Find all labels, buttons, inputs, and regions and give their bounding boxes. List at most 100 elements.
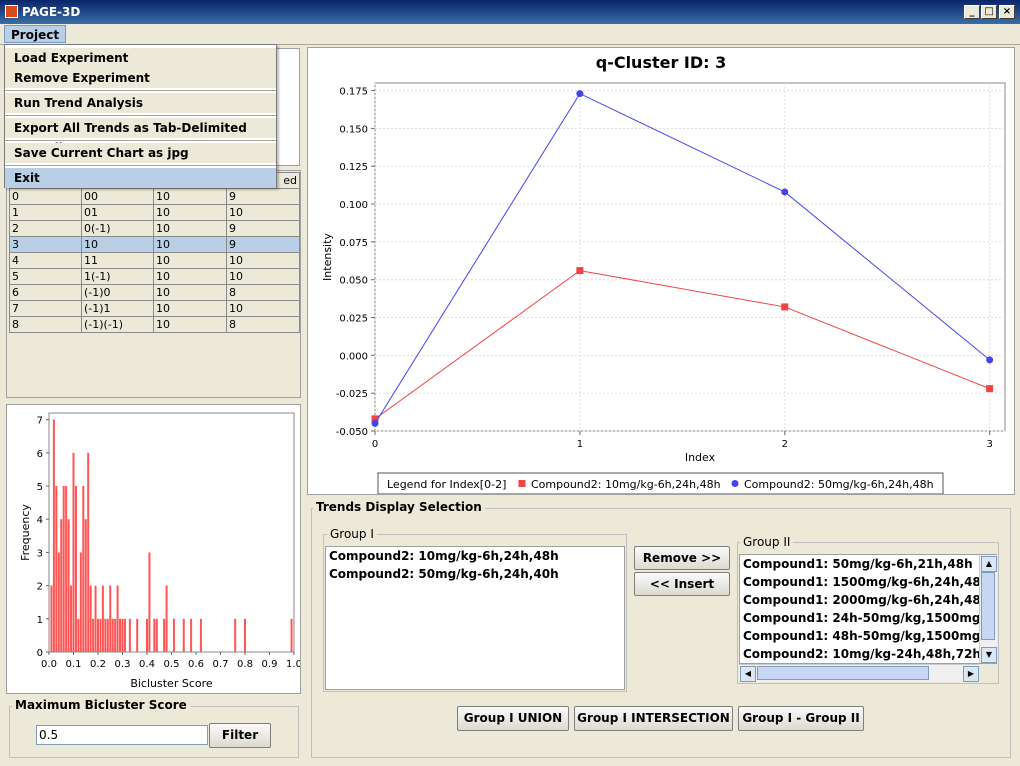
- hist-bar: [128, 618, 131, 652]
- java-app-icon: [5, 5, 18, 18]
- hist-x-tick-label: 0.6: [188, 659, 204, 670]
- minimize-button[interactable]: _: [964, 5, 980, 19]
- hist-bar: [146, 618, 148, 652]
- hist-y-tick-label: 5: [37, 482, 43, 493]
- hist-bar: [199, 618, 202, 652]
- data-point: [781, 303, 789, 311]
- group-union-button[interactable]: Group I UNION: [457, 706, 569, 731]
- table-cell: 10: [153, 236, 227, 253]
- hist-bar: [55, 486, 58, 652]
- legend-title: Legend for Index[0-2]: [387, 478, 506, 491]
- table-row[interactable]: 8 (-1)(-1) 10 8: [9, 316, 300, 333]
- hist-bar: [165, 585, 168, 652]
- menu-project[interactable]: Project: [4, 25, 67, 43]
- table-cell: 10: [153, 188, 227, 205]
- table-cell: 10: [153, 284, 227, 301]
- hist-bar: [60, 519, 63, 652]
- list-item[interactable]: Compound1: 48h-50mg/kg,1500mg/kg,200: [743, 629, 996, 643]
- menu-item-load-experiment[interactable]: Load Experiment: [5, 48, 276, 68]
- group2-hscrollbar[interactable]: ◀ ▶: [739, 664, 979, 682]
- line-chart-panel: q-Cluster ID: 3 -0.050 -0.025 0.000 0.025 0.0…: [307, 47, 1015, 495]
- table-row[interactable]: 7 (-1)1 10 10: [9, 300, 300, 317]
- table-row[interactable]: 0 00 10 9: [9, 188, 300, 205]
- hist-bar: [123, 618, 126, 652]
- trends-panel: Trends Display Selection Group I Compoun…: [307, 500, 1015, 762]
- data-point: [576, 90, 584, 98]
- table-cell: 01: [81, 204, 154, 221]
- histogram-panel: 0 1 2 3 4 5 6 7 0.0 0.1 0.2 0.3 0.4 0.5 0.6 0.7 0.8 0.9 1.…: [6, 404, 302, 694]
- remove-button[interactable]: Remove >>: [634, 546, 730, 570]
- menu-item-remove-experiment[interactable]: Remove Experiment: [5, 68, 276, 88]
- group2-vscrollbar[interactable]: ▲ ▼: [979, 555, 997, 663]
- hist-bar: [82, 486, 85, 652]
- filter-title: Maximum Bicluster Score: [12, 698, 190, 712]
- hist-x-tick-label: 0.4: [139, 659, 155, 670]
- hist-x-tick-label: 0.7: [213, 659, 229, 670]
- menu-separator: [5, 140, 276, 142]
- hist-x-tick-label: 0.5: [164, 659, 180, 670]
- scroll-right-arrow-icon[interactable]: ▶: [963, 666, 979, 682]
- hist-bar: [104, 618, 107, 652]
- list-item[interactable]: Compound2: 10mg/kg-24h,48h,72h: [743, 647, 981, 661]
- table-cell: 10: [226, 204, 300, 221]
- scroll-thumb[interactable]: [981, 572, 995, 640]
- group-difference-button[interactable]: Group I - Group II: [738, 706, 864, 731]
- hist-bar: [77, 618, 80, 652]
- legend-marker: [518, 480, 526, 487]
- menu-item-exit[interactable]: Exit: [5, 168, 276, 188]
- list-item[interactable]: Compound1: 1500mg/kg-6h,24h,48h: [743, 575, 990, 589]
- maximize-button[interactable]: □: [981, 5, 997, 19]
- hist-bar: [121, 618, 124, 652]
- list-item[interactable]: Compound2: 50mg/kg-6h,24h,40h: [329, 567, 559, 581]
- table-row[interactable]: 6 (-1)0 10 8: [9, 284, 300, 301]
- hscroll-thumb[interactable]: [757, 666, 929, 680]
- legend-entry: Compound2: 50mg/kg-6h,24h,48h: [744, 478, 934, 491]
- list-item[interactable]: Compound1: 50mg/kg-6h,21h,48h: [743, 557, 973, 571]
- table-cell: 0: [9, 188, 82, 205]
- hist-x-tick-label: 0.8: [237, 659, 253, 670]
- hist-bar: [70, 585, 73, 652]
- list-item[interactable]: Compound1: 2000mg/kg-6h,24h,48h: [743, 593, 990, 607]
- table-row[interactable]: 2 0(-1) 10 9: [9, 220, 300, 237]
- hist-bar: [65, 486, 68, 652]
- list-item[interactable]: Compound2: 10mg/kg-6h,24h,48h: [329, 549, 559, 563]
- histogram-chart: 0 1 2 3 4 5 6 7 0.0 0.1 0.2 0.3 0.4 0.5 0.6 0.7 0.8 0.9 1.…: [19, 412, 302, 690]
- hist-bar: [190, 618, 193, 652]
- hist-x-tick-label: 1.0: [286, 659, 300, 670]
- scroll-up-arrow-icon[interactable]: ▲: [981, 556, 997, 572]
- table-cell: 0(-1): [81, 220, 154, 237]
- group1-list[interactable]: Compound2: 10mg/kg-6h,24h,48h Compound2: …: [325, 546, 625, 690]
- menu-item-export-trends[interactable]: Export All Trends as Tab-Delimited Text …: [5, 118, 276, 155]
- insert-button[interactable]: << Insert: [634, 572, 730, 596]
- x-tick-label: 3: [986, 439, 992, 450]
- table-cell: 00: [81, 188, 154, 205]
- table-cell: 10: [153, 204, 227, 221]
- table-row[interactable]: 5 1(-1) 10 10: [9, 268, 300, 285]
- hist-bar: [106, 618, 109, 652]
- x-tick-label: 1: [577, 439, 583, 450]
- table-cell: 8: [9, 316, 82, 333]
- filter-button[interactable]: Filter: [209, 723, 271, 748]
- hist-bar: [89, 585, 92, 652]
- group-intersection-button[interactable]: Group I INTERSECTION: [574, 706, 733, 731]
- hist-bar: [99, 618, 102, 652]
- scroll-down-arrow-icon[interactable]: ▼: [981, 647, 997, 663]
- close-button[interactable]: ×: [999, 5, 1015, 19]
- table-row[interactable]: 1 01 10 10: [9, 204, 300, 221]
- plot-area: [374, 82, 1006, 432]
- menu-item-run-trend-analysis[interactable]: Run Trend Analysis: [5, 93, 276, 113]
- y-tick-label: 0.150: [339, 124, 368, 135]
- max-score-input[interactable]: [36, 725, 208, 745]
- table-row[interactable]: 3 10 10 9: [9, 236, 300, 253]
- table-row[interactable]: 4 11 10 10: [9, 252, 300, 269]
- menu-separator: [5, 115, 276, 117]
- scroll-left-arrow-icon[interactable]: ◀: [740, 666, 756, 682]
- table-cell: 2: [9, 220, 82, 237]
- table-cell: 1(-1): [81, 268, 154, 285]
- group2-list[interactable]: Compound1: 50mg/kg-6h,21h,48h Compound1: …: [739, 554, 997, 664]
- menu-item-save-chart[interactable]: Save Current Chart as jpg: [5, 143, 276, 163]
- hist-x-tick-label: 0.3: [115, 659, 131, 670]
- y-tick-label: 0.100: [339, 200, 368, 211]
- list-item[interactable]: Compound1: 24h-50mg/kg,1500mg/kg,200: [743, 611, 996, 625]
- hist-bar: [50, 585, 53, 652]
